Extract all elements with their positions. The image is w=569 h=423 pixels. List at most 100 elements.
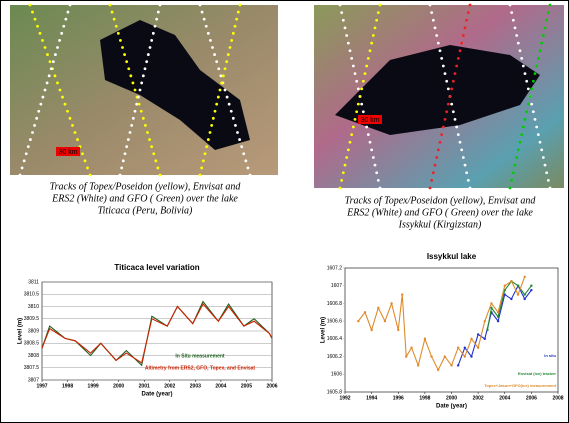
track-dot — [520, 133, 523, 136]
track-dot — [148, 138, 151, 141]
track-dot — [357, 87, 360, 90]
track-dot — [437, 42, 440, 45]
track-dot — [340, 11, 343, 14]
track-dot — [139, 89, 142, 92]
track-dot — [60, 32, 63, 35]
caption: Titicaca (Peru, Bolivia) — [98, 205, 193, 216]
track-dot — [81, 152, 84, 155]
track-dot — [457, 133, 460, 136]
track-dot — [35, 117, 38, 120]
track-dot — [213, 53, 216, 56]
track-dot — [372, 156, 375, 159]
series-line — [358, 277, 524, 370]
point — [444, 355, 446, 357]
point — [477, 333, 479, 335]
track-dot — [452, 80, 455, 83]
track-dot — [146, 131, 149, 134]
track-dot — [542, 156, 545, 159]
point — [424, 338, 426, 340]
track-dot — [462, 34, 465, 37]
caption: Tracks of Topex/Poseidon (yellow), Envis… — [345, 195, 537, 206]
track-dot — [369, 49, 372, 52]
track-dot — [375, 171, 378, 174]
track-dot — [205, 25, 208, 28]
track-dot — [33, 124, 36, 127]
point — [470, 355, 472, 357]
track-dot — [41, 39, 44, 42]
track-dot — [234, 124, 237, 127]
track-dot — [355, 110, 358, 113]
track-dot — [509, 4, 512, 7]
track-dot — [514, 164, 517, 167]
track-dot — [214, 110, 217, 113]
x-tick-label: 2004 — [215, 383, 226, 389]
track-dot — [469, 4, 472, 7]
track-dot — [44, 46, 47, 49]
y-tick-label: 3808 — [28, 353, 39, 359]
track-dot — [21, 167, 24, 170]
track-dot — [215, 60, 218, 63]
track-dot — [109, 4, 112, 7]
x-tick-label: 2001 — [139, 383, 150, 389]
track-dot — [48, 74, 51, 77]
track-dot — [460, 148, 463, 151]
point — [504, 285, 506, 287]
track-dot — [360, 103, 363, 106]
point — [364, 311, 366, 313]
caption: Tracks of Topex/Poseidon (yellow), Envis… — [50, 181, 242, 192]
page: 30 km 30 km Tracks of Topex/Poseidon (ye… — [0, 0, 569, 423]
track-dot — [544, 164, 547, 167]
track-dot — [244, 159, 247, 162]
track-dot — [515, 156, 518, 159]
legend-label: Altimetry from ERS2, GFO, Topex, and Env… — [145, 365, 256, 371]
track-dot — [459, 141, 462, 144]
track-dot — [542, 34, 545, 37]
track-dot — [200, 167, 203, 170]
track-dot — [46, 82, 49, 85]
track-dot — [547, 11, 550, 14]
track-dot — [147, 53, 150, 56]
track-dot — [515, 34, 518, 37]
track-dot — [54, 74, 57, 77]
track-dot — [339, 187, 342, 190]
point — [370, 329, 372, 331]
track-dot — [132, 117, 135, 120]
point — [457, 364, 459, 366]
track-dot — [230, 39, 233, 42]
track-dot — [545, 171, 548, 174]
track-dot — [140, 110, 143, 113]
track-dot — [534, 118, 537, 121]
track-dot — [375, 19, 378, 22]
track-dot — [89, 174, 92, 177]
track-dot — [117, 32, 120, 35]
track-dot — [209, 131, 212, 134]
point — [464, 347, 466, 349]
track-dot — [145, 60, 148, 63]
point — [384, 320, 386, 322]
track-dot — [519, 141, 522, 144]
track-dot — [154, 25, 157, 28]
track-dot — [249, 174, 252, 177]
track-dot — [450, 87, 453, 90]
track-dot — [84, 159, 87, 162]
track-dot — [362, 110, 365, 113]
point — [484, 320, 486, 322]
track-dot — [64, 103, 67, 106]
track-dot — [135, 103, 138, 106]
x-tick-label: 1994 — [366, 395, 377, 401]
track-dot — [144, 67, 147, 70]
x-tick-label: 2008 — [552, 395, 563, 401]
point — [497, 311, 499, 313]
y-tick-label: 3809.5 — [24, 316, 40, 322]
y-axis-label: Level (m) — [18, 318, 24, 344]
track-dot — [444, 118, 447, 121]
track-dot — [514, 26, 517, 29]
y-tick-label: 3809 — [28, 328, 39, 334]
track-dot — [50, 67, 53, 70]
track-dot — [152, 32, 155, 35]
track-dot — [125, 60, 128, 63]
track-dot — [437, 148, 440, 151]
track-dot — [29, 138, 32, 141]
track-dot — [36, 25, 39, 28]
track-dot — [220, 82, 223, 85]
